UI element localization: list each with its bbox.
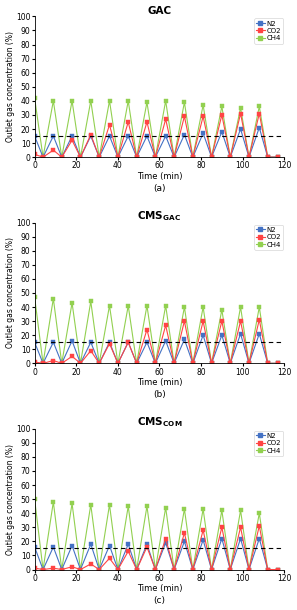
- Text: (c): (c): [154, 596, 165, 605]
- Legend: N2, CO2, CH4: N2, CO2, CH4: [254, 18, 283, 43]
- Y-axis label: Outlet gas concentration (%): Outlet gas concentration (%): [6, 237, 15, 348]
- Title: $\bf{CMS}$$_{\mathsf{\bf{GAC}}}$: $\bf{CMS}$$_{\mathsf{\bf{GAC}}}$: [138, 209, 181, 223]
- X-axis label: Time (min): Time (min): [137, 584, 182, 593]
- Y-axis label: Outlet gas concentration (%): Outlet gas concentration (%): [6, 31, 15, 142]
- X-axis label: Time (min): Time (min): [137, 172, 182, 181]
- Y-axis label: Outlet gas concentration (%): Outlet gas concentration (%): [6, 443, 15, 554]
- Text: (a): (a): [153, 184, 166, 193]
- Legend: N2, CO2, CH4: N2, CO2, CH4: [254, 224, 283, 249]
- X-axis label: Time (min): Time (min): [137, 378, 182, 387]
- Title: $\bf{CMS}$$_{\mathsf{\bf{COM}}}$: $\bf{CMS}$$_{\mathsf{\bf{COM}}}$: [137, 415, 182, 429]
- Title: GAC: GAC: [147, 5, 171, 16]
- Text: (b): (b): [153, 390, 166, 399]
- Legend: N2, CO2, CH4: N2, CO2, CH4: [254, 431, 283, 456]
